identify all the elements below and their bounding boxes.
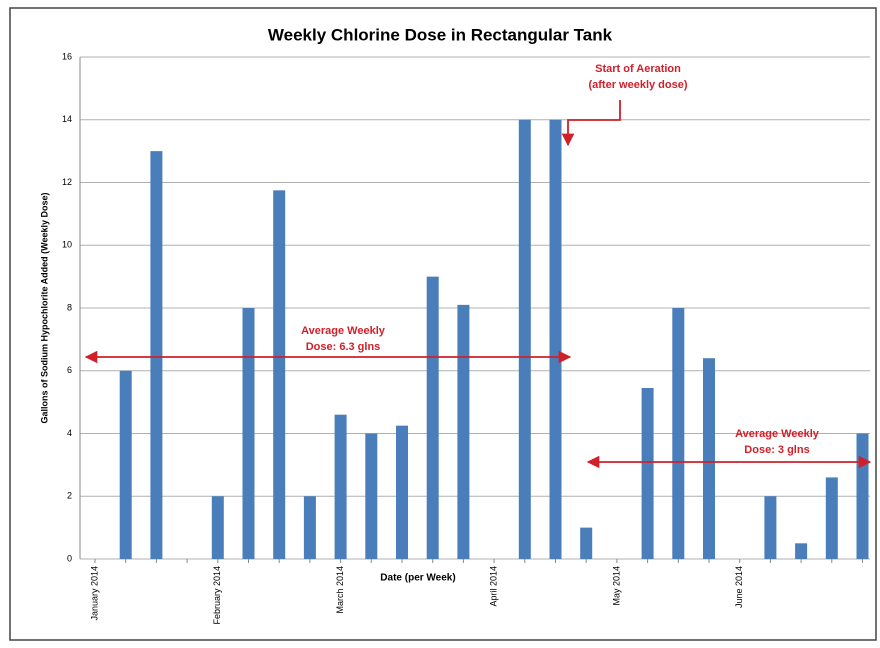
x-tick-label: June 2014	[734, 566, 744, 608]
bar	[365, 433, 378, 559]
bar	[764, 496, 777, 559]
y-tick-label: 6	[67, 365, 72, 375]
x-tick-label: April 2014	[488, 566, 498, 607]
y-axis-title: Gallons of Sodium Hypochlorite Added (We…	[39, 192, 49, 423]
chart-title: Weekly Chlorine Dose in Rectangular Tank	[268, 25, 613, 44]
bar	[426, 276, 439, 559]
bar	[856, 433, 869, 559]
annotation: Start of Aeration	[595, 63, 681, 75]
bar	[457, 304, 470, 559]
bar	[150, 151, 163, 559]
y-tick-label: 4	[67, 428, 72, 438]
x-tick-label: February 2014	[212, 566, 222, 625]
y-tick-label: 8	[67, 302, 72, 312]
bar	[396, 425, 408, 559]
y-tick-label: 10	[62, 240, 72, 250]
x-tick-label: January 2014	[89, 566, 99, 621]
bar	[549, 119, 562, 559]
annotation: Average Weekly	[301, 325, 386, 337]
bar	[242, 308, 255, 559]
bar	[795, 543, 808, 559]
bar	[518, 119, 531, 559]
bar	[580, 527, 593, 559]
bar	[703, 358, 715, 559]
y-tick-label: 2	[67, 491, 72, 501]
annotation: (after weekly dose)	[588, 79, 687, 91]
bar	[641, 388, 654, 559]
x-tick-label: March 2014	[335, 566, 345, 614]
annotation: Dose: 6.3 glns	[306, 341, 381, 353]
x-tick-label: May 2014	[611, 566, 621, 606]
y-tick-label: 0	[67, 553, 72, 563]
bar	[211, 496, 224, 559]
y-tick-label: 16	[62, 51, 72, 61]
annotation: Average Weekly	[735, 428, 820, 440]
x-axis-title: Date (per Week)	[380, 573, 455, 584]
bar	[825, 477, 838, 559]
frame	[9, 7, 877, 641]
y-tick-label: 12	[62, 177, 72, 187]
bar	[303, 496, 316, 559]
plot-area: 0 2 4 6 8 10 12 14 16 January 2014 February 2014 Ma…	[62, 51, 870, 625]
bar	[672, 308, 685, 559]
annotation-arrow	[561, 100, 621, 147]
bar	[334, 414, 347, 559]
bar	[273, 190, 286, 559]
bar	[119, 370, 132, 559]
annotation: Dose: 3 glns	[744, 444, 809, 456]
y-tick-label: 14	[62, 114, 72, 124]
